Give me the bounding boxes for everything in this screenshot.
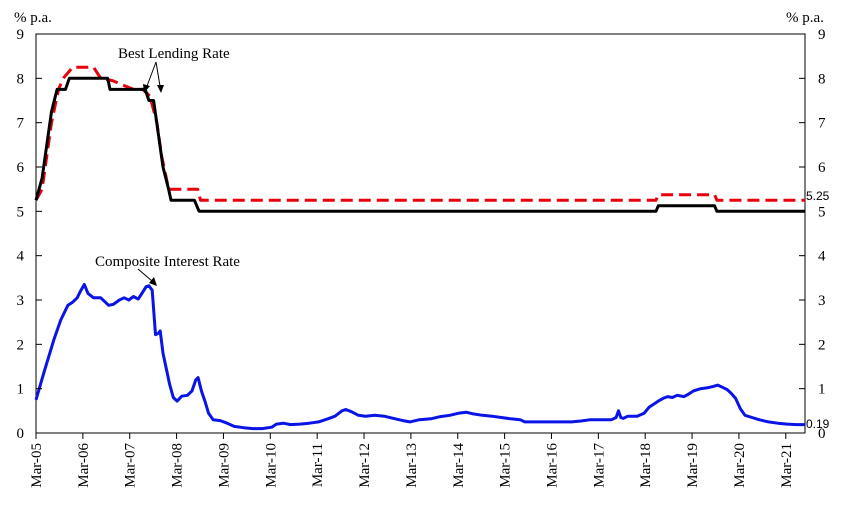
left-y-tick-label: 5 bbox=[17, 204, 25, 220]
plot-frame-layer bbox=[35, 33, 806, 434]
right-y-tick-label: 6 bbox=[818, 160, 826, 176]
axis-layer: 0 0 1 1 2 2 3 3 4 4 5 5 6 6 7 7 8 8 9 9 Mar-05 Mar-06 Mar-07 Ma… bbox=[17, 27, 827, 488]
left-y-tick-label: 8 bbox=[17, 71, 25, 87]
right-y-tick-label: 2 bbox=[818, 337, 826, 353]
arrowhead-best-lending-rate-left bbox=[143, 84, 150, 93]
left-y-tick-label: 4 bbox=[17, 249, 25, 265]
left-axis-unit-label: % p.a. bbox=[14, 10, 52, 26]
x-tick-label: Mar-09 bbox=[216, 443, 232, 488]
annotation-arrow-best-lending-rate-left bbox=[146, 61, 157, 87]
end-label-best-lending-rate: 5.25 bbox=[806, 189, 830, 203]
x-tick-label: Mar-15 bbox=[498, 443, 514, 488]
x-tick-label: Mar-19 bbox=[685, 443, 701, 488]
x-tick-label: Mar-07 bbox=[123, 443, 139, 488]
annotation-arrow-best-lending-rate-right bbox=[155, 61, 161, 87]
x-tick-label: Mar-06 bbox=[76, 443, 92, 488]
left-y-tick-label: 3 bbox=[17, 293, 25, 309]
left-y-tick-label: 7 bbox=[17, 116, 25, 132]
right-y-tick-label: 9 bbox=[818, 27, 826, 43]
x-tick-label: Mar-14 bbox=[451, 443, 467, 488]
series-layer bbox=[34, 65, 805, 431]
x-tick-label: Mar-20 bbox=[732, 443, 748, 488]
arrowhead-best-lending-rate-right bbox=[157, 85, 164, 93]
x-tick-label: Mar-18 bbox=[638, 443, 654, 488]
left-y-tick-label: 1 bbox=[17, 382, 25, 398]
x-tick-label: Mar-10 bbox=[263, 443, 279, 488]
right-axis-unit-label: % p.a. bbox=[786, 10, 824, 26]
right-y-tick-label: 1 bbox=[818, 382, 826, 398]
x-tick-label: Mar-16 bbox=[544, 443, 560, 488]
arrowhead-composite-interest-rate bbox=[149, 277, 157, 286]
right-y-tick-label: 4 bbox=[818, 249, 826, 265]
x-tick-label: Mar-11 bbox=[310, 443, 326, 487]
x-tick-label: Mar-12 bbox=[357, 443, 373, 488]
x-tick-label: Mar-21 bbox=[779, 443, 795, 488]
left-y-tick-label: 6 bbox=[17, 160, 25, 176]
x-tick-label: Mar-05 bbox=[29, 443, 45, 488]
x-tick-label: Mar-13 bbox=[404, 443, 420, 488]
end-label-composite-interest-rate: 0.19 bbox=[806, 417, 830, 431]
right-y-tick-label: 3 bbox=[818, 293, 826, 309]
annotation-composite-interest-rate: Composite Interest Rate bbox=[95, 254, 240, 270]
x-tick-label: Mar-08 bbox=[170, 443, 186, 488]
left-y-tick-label: 2 bbox=[17, 337, 25, 353]
left-y-tick-label: 9 bbox=[17, 27, 25, 43]
x-tick-label: Mar-17 bbox=[591, 443, 607, 488]
best-lending-rate-lower-line bbox=[34, 76, 805, 213]
best-lending-rate-upper-line bbox=[34, 65, 805, 202]
right-y-tick-label: 8 bbox=[818, 71, 826, 87]
right-y-tick-label: 7 bbox=[818, 116, 826, 132]
left-y-tick-label: 0 bbox=[17, 426, 25, 442]
annotation-best-lending-rate: Best Lending Rate bbox=[118, 46, 230, 62]
annotation-arrow-composite-interest-rate bbox=[137, 268, 153, 282]
composite-interest-rate-line bbox=[34, 283, 805, 431]
right-y-tick-label: 5 bbox=[818, 204, 826, 220]
plot-frame bbox=[35, 33, 806, 434]
right-y-tick-label: 0 bbox=[818, 426, 826, 442]
